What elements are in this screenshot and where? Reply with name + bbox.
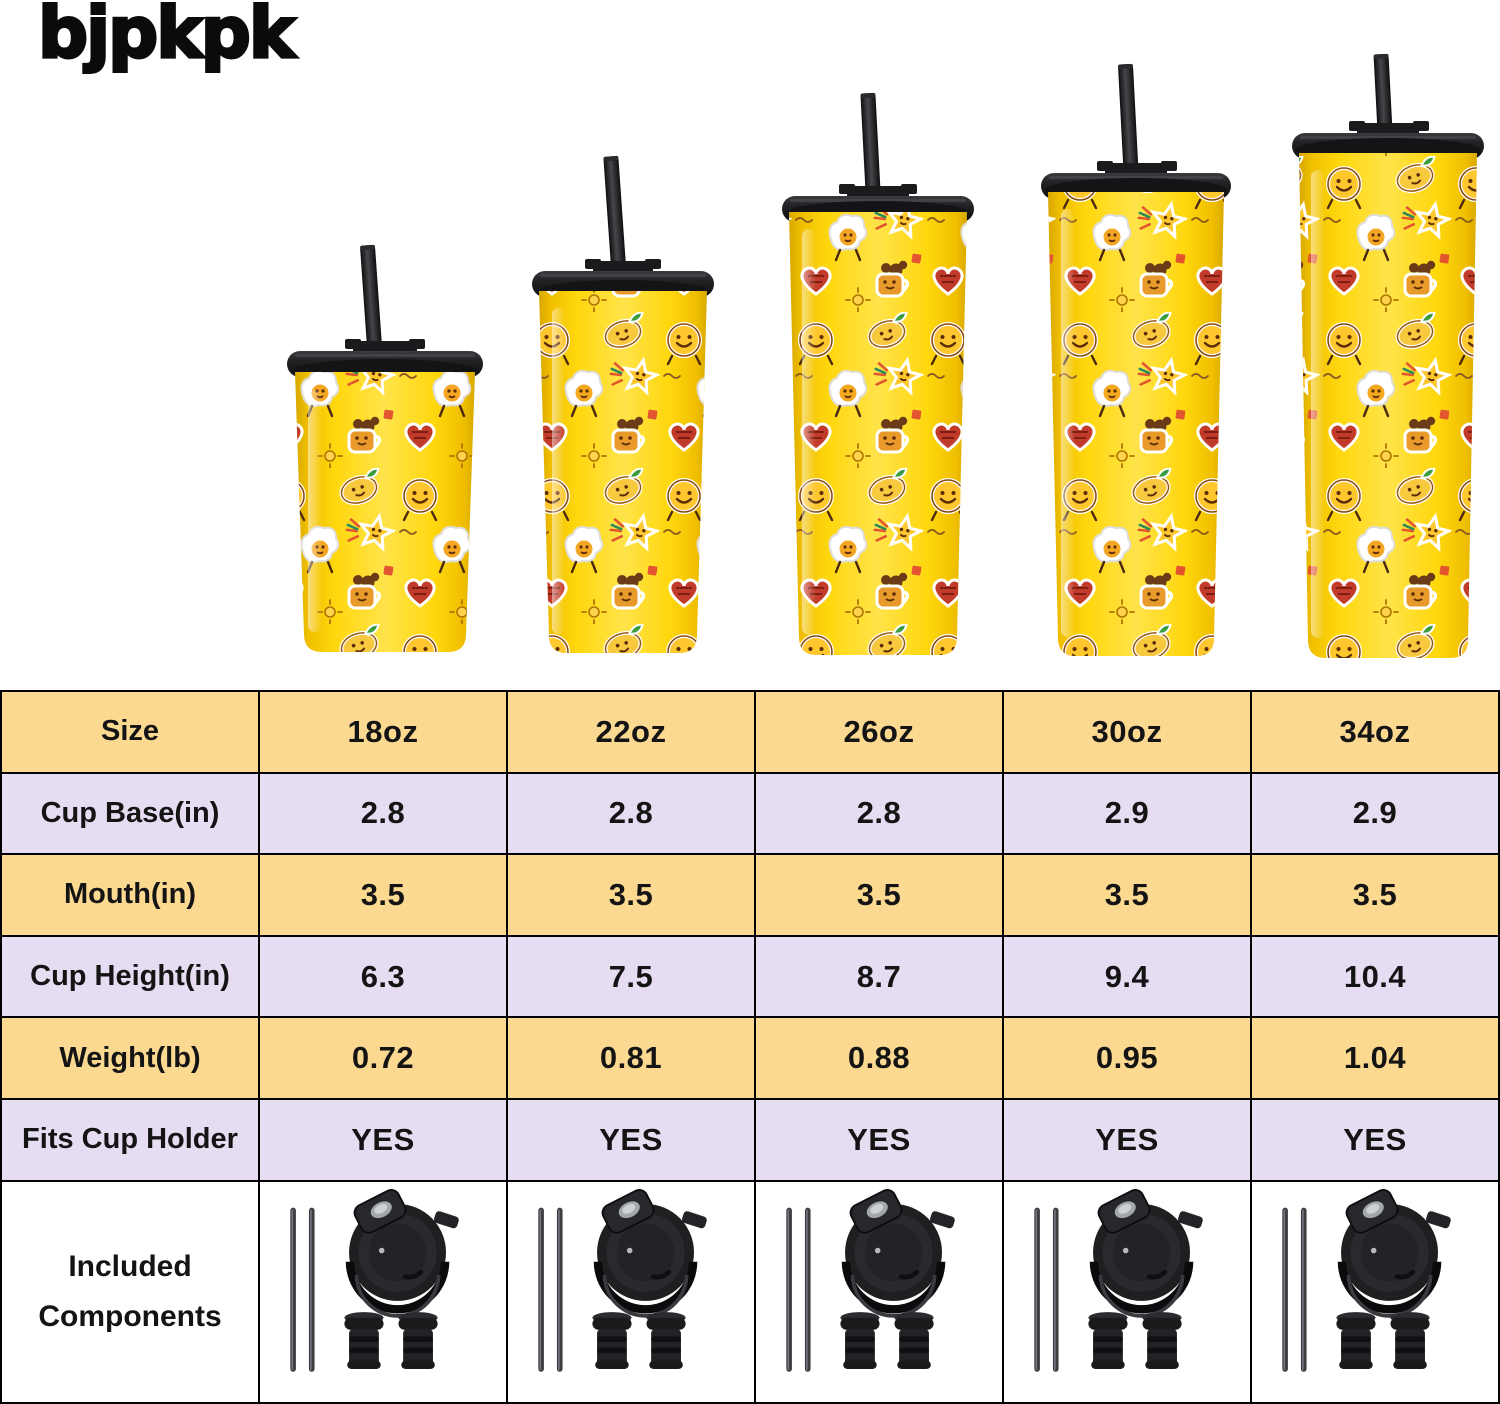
included-components-image xyxy=(515,1188,746,1395)
table-cell: 2.8 xyxy=(508,773,756,856)
row-label-cup-height: Cup Height(in) xyxy=(2,936,260,1019)
table-cell: 7.5 xyxy=(508,936,756,1019)
col-header-26oz: 26oz xyxy=(756,692,1004,774)
tumbler-image-26oz xyxy=(782,92,974,655)
table-cell: 0.88 xyxy=(756,1018,1004,1100)
col-header-34oz: 34oz xyxy=(1252,692,1500,774)
components-cell-22oz xyxy=(508,1181,756,1404)
table-cell: YES xyxy=(756,1099,1004,1182)
col-header-18oz: 18oz xyxy=(260,692,508,774)
table-cell: 8.7 xyxy=(756,936,1004,1019)
table-cell: 3.5 xyxy=(508,855,756,937)
table-cell: 9.4 xyxy=(1004,936,1252,1019)
table-cell: 2.9 xyxy=(1004,773,1252,856)
straw-icon xyxy=(360,244,384,371)
tumbler-image-22oz xyxy=(532,155,714,653)
table-cell: YES xyxy=(508,1099,756,1182)
table-cell: 2.8 xyxy=(260,773,508,856)
table-cell: 3.5 xyxy=(1252,855,1500,937)
table-cell: 0.81 xyxy=(508,1018,756,1100)
table-cell: YES xyxy=(260,1099,508,1182)
row-label-fits-cup-holder: Fits Cup Holder xyxy=(2,1099,260,1182)
straw-icon xyxy=(1118,63,1140,195)
row-label-cup-base: Cup Base(in) xyxy=(2,773,260,856)
row-label-size: Size xyxy=(2,692,260,774)
table-cell: YES xyxy=(1004,1099,1252,1182)
straw-icon xyxy=(860,92,882,214)
table-cell: 3.5 xyxy=(260,855,508,937)
included-label-line1: Included xyxy=(68,1249,192,1283)
col-header-30oz: 30oz xyxy=(1004,692,1252,774)
straw-icon xyxy=(603,155,628,292)
brand-logo: bjpkpk xyxy=(36,0,296,76)
row-label-mouth: Mouth(in) xyxy=(2,855,260,937)
table-cell: 1.04 xyxy=(1252,1018,1500,1100)
table-cell: 3.5 xyxy=(1004,855,1252,937)
table-cell: YES xyxy=(1252,1099,1500,1182)
table-cell: 0.95 xyxy=(1004,1018,1252,1100)
components-cell-18oz xyxy=(260,1181,508,1404)
product-lineup-image xyxy=(0,0,1500,690)
table-cell: 3.5 xyxy=(756,855,1004,937)
spec-table: Size 18oz 22oz 26oz 30oz 34oz Cup Base(i… xyxy=(0,690,1500,1404)
tumbler-image-18oz xyxy=(287,244,483,652)
table-cell: 2.8 xyxy=(756,773,1004,856)
table-cell: 2.9 xyxy=(1252,773,1500,856)
table-cell: 6.3 xyxy=(260,936,508,1019)
row-label-included-components: Included Components xyxy=(2,1181,260,1404)
included-components-image xyxy=(1259,1188,1490,1395)
tumbler-image-34oz xyxy=(1292,53,1484,658)
included-label-line2: Components xyxy=(38,1299,222,1333)
tumbler-image-30oz xyxy=(1041,63,1231,656)
components-cell-30oz xyxy=(1004,1181,1252,1404)
table-cell: 10.4 xyxy=(1252,936,1500,1019)
included-components-image xyxy=(267,1188,498,1395)
included-components-image xyxy=(763,1188,994,1395)
components-cell-34oz xyxy=(1252,1181,1500,1404)
row-label-weight: Weight(lb) xyxy=(2,1018,260,1100)
components-cell-26oz xyxy=(756,1181,1004,1404)
col-header-22oz: 22oz xyxy=(508,692,756,774)
included-components-image xyxy=(1011,1188,1242,1395)
table-cell: 0.72 xyxy=(260,1018,508,1100)
